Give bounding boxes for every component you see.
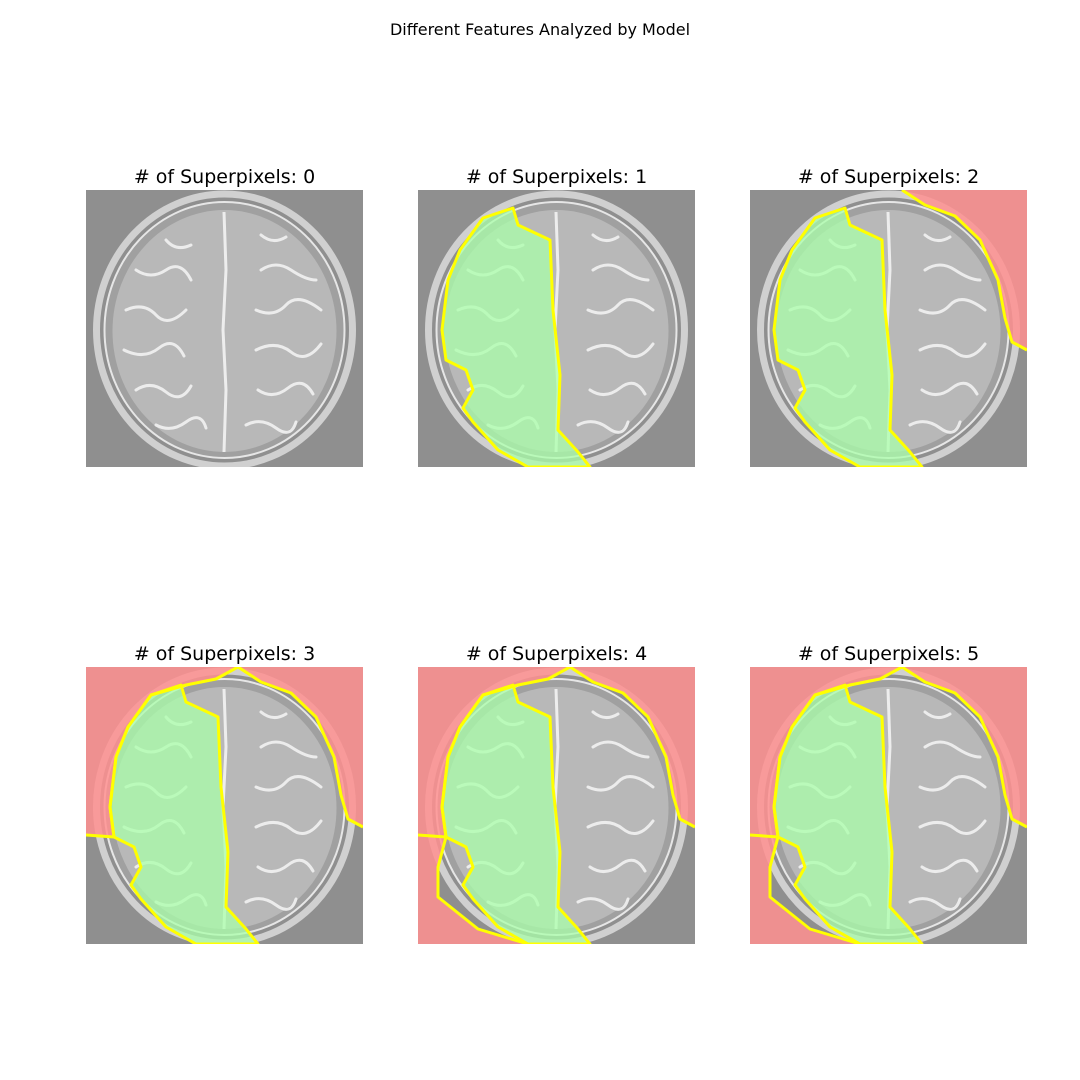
panel-superpixels-5 [750, 667, 1027, 944]
panel-title-1: # of Superpixels: 1 [465, 166, 648, 188]
panel-superpixels-0 [86, 190, 363, 467]
panel-title-4: # of Superpixels: 4 [465, 643, 648, 665]
brain-scan-image [86, 667, 363, 944]
brain-scan-image [750, 190, 1027, 467]
brain-scan-image [750, 667, 1027, 944]
panel-title-0: # of Superpixels: 0 [133, 166, 316, 188]
panel-superpixels-4 [418, 667, 695, 944]
brain-scan-image [418, 190, 695, 467]
panel-superpixels-1 [418, 190, 695, 467]
panel-title-2: # of Superpixels: 2 [797, 166, 980, 188]
figure-title: Different Features Analyzed by Model [389, 20, 691, 39]
panel-superpixels-2 [750, 190, 1027, 467]
panel-title-5: # of Superpixels: 5 [797, 643, 980, 665]
panel-superpixels-3 [86, 667, 363, 944]
brain-scan-image [418, 667, 695, 944]
brain-scan-image [86, 190, 363, 467]
panel-title-3: # of Superpixels: 3 [133, 643, 316, 665]
